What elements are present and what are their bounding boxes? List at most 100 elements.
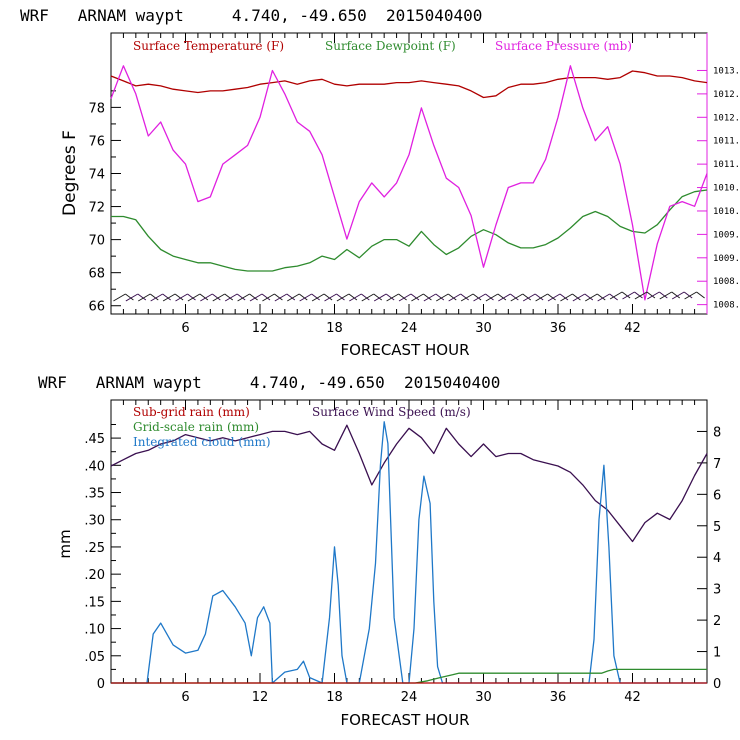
wind-barb: [411, 293, 424, 302]
wind-barb-flag: [149, 293, 159, 301]
wind-barb: [311, 293, 325, 302]
wind-barb: [634, 291, 648, 300]
wind-barb: [609, 291, 623, 300]
y-tick-label: .30: [84, 514, 105, 529]
wind-barb-flag: [224, 293, 234, 301]
wind-barb: [398, 293, 412, 302]
legend-surface-pressure: Surface Pressure (mb): [495, 39, 632, 53]
wind-barb-flag: [646, 291, 656, 299]
top-plot-series: [110, 65, 708, 301]
legend-surface-dewpoint: Surface Dewpoint (F): [325, 39, 456, 53]
x-tick-label: 30: [475, 690, 492, 705]
wind-barb-flag: [323, 293, 333, 301]
series-line: [111, 668, 707, 684]
wind-barb-flag: [497, 293, 507, 301]
wind-barb: [510, 293, 524, 302]
wind-barb: [137, 293, 151, 302]
x-tick-label: 18: [326, 321, 343, 336]
wind-barb-flag: [261, 293, 271, 301]
y2-tick-label: 1010.0: [713, 207, 740, 217]
wind-barb-flag: [659, 291, 668, 299]
wind-barb-flag: [534, 293, 544, 301]
x-tick-label: 12: [252, 321, 269, 336]
wind-barb-flag: [398, 293, 407, 301]
wind-barb: [485, 293, 499, 302]
wind-barb-flag: [286, 293, 296, 301]
top-plot-ticks: [111, 33, 708, 314]
legend-surface-temperature: Surface Temperature (F): [133, 39, 284, 53]
y-tick-label: .40: [84, 459, 105, 474]
y-tick-label: 76: [88, 134, 105, 149]
wind-barb-flag: [137, 293, 147, 301]
wind-barb: [423, 293, 437, 302]
y2-tick-label: 1011.5: [713, 137, 740, 147]
wind-barb: [622, 291, 635, 300]
wind-barb: [187, 293, 201, 302]
wind-barb: [448, 293, 461, 302]
legend-subgrid-rain: Sub-grid rain (mm): [133, 405, 250, 419]
wind-barb: [175, 293, 188, 302]
y2-tick-label: 7: [713, 457, 721, 472]
wind-barb-flag: [696, 291, 705, 299]
y-tick-label: 0: [97, 677, 105, 692]
top-plot-frame: [110, 32, 708, 315]
wind-barb-flag: [435, 293, 445, 301]
y-tick-label: 78: [88, 101, 105, 116]
x-tick-label: 6: [181, 321, 189, 336]
y-tick-label: .20: [84, 568, 105, 583]
wind-barb-flag: [212, 293, 221, 301]
wind-barb: [200, 293, 213, 302]
top-axis-tick-labels: 6 12 18 24 30 36 42 66 68 70 72 74 76 78 1008.0 1008.5 1…: [88, 66, 740, 336]
x-tick-label: 12: [252, 690, 269, 705]
y2-tick-label: 6: [713, 488, 721, 503]
wind-barb-flag: [236, 293, 246, 301]
series-line: [110, 424, 708, 543]
wind-barb: [113, 293, 126, 302]
y2-tick-label: 2: [713, 614, 721, 629]
y-tick-label: .35: [84, 487, 105, 502]
y-tick-label: .45: [84, 432, 105, 447]
bottom-chart: WRF ARNAM waypt 4.740, -49.650 201504040…: [38, 373, 721, 729]
wind-barb: [349, 293, 362, 302]
wind-barb: [522, 293, 536, 302]
wind-barb: [361, 293, 375, 302]
series-line: [110, 65, 708, 301]
legend-surface-wind-speed: Surface Wind Speed (m/s): [312, 405, 471, 419]
wind-barb: [324, 293, 337, 302]
wind-barb: [336, 293, 350, 302]
x-tick-label: 30: [475, 321, 492, 336]
wind-barb-flag: [460, 293, 469, 301]
wind-barb-flag: [199, 293, 209, 301]
wind-barb-flag: [559, 293, 569, 301]
wind-barb: [249, 293, 263, 302]
y-tick-label: .05: [84, 650, 105, 665]
top-x-axis-label: FORECAST HOUR: [340, 341, 469, 359]
wind-barb: [224, 293, 238, 302]
top-chart: WRF ARNAM waypt 4.740, -49.650 201504040…: [20, 6, 740, 359]
y-tick-label: 74: [88, 168, 105, 183]
wind-barb-flag: [584, 293, 594, 301]
series-line: [111, 421, 707, 684]
wind-barb-flag: [361, 293, 370, 301]
wind-barb-flag: [410, 293, 420, 301]
bottom-plot-series: [110, 421, 708, 684]
y2-tick-label: 5: [713, 520, 721, 535]
y2-tick-label: 1012.0: [713, 113, 740, 123]
wind-barb: [299, 293, 312, 302]
wind-barb: [162, 293, 176, 302]
wind-barb: [460, 293, 474, 302]
wind-barb-flag: [671, 291, 681, 299]
wind-barb: [125, 293, 139, 302]
y-tick-label: .25: [84, 541, 105, 556]
y2-tick-label: 8: [713, 425, 721, 440]
wind-barb-flag: [249, 293, 258, 301]
wind-barb-flag: [125, 293, 134, 301]
bottom-chart-title: WRF ARNAM waypt 4.740, -49.650 201504040…: [38, 373, 500, 392]
y2-tick-label: 0: [713, 677, 721, 692]
series-line: [110, 70, 708, 99]
y2-tick-label: 1008.5: [713, 277, 740, 287]
wind-barb: [659, 291, 673, 300]
wind-barb-flag: [510, 293, 519, 301]
legend-integrated-cloud: Integrated cloud (mm): [133, 435, 271, 449]
y2-tick-label: 1010.5: [713, 184, 740, 194]
